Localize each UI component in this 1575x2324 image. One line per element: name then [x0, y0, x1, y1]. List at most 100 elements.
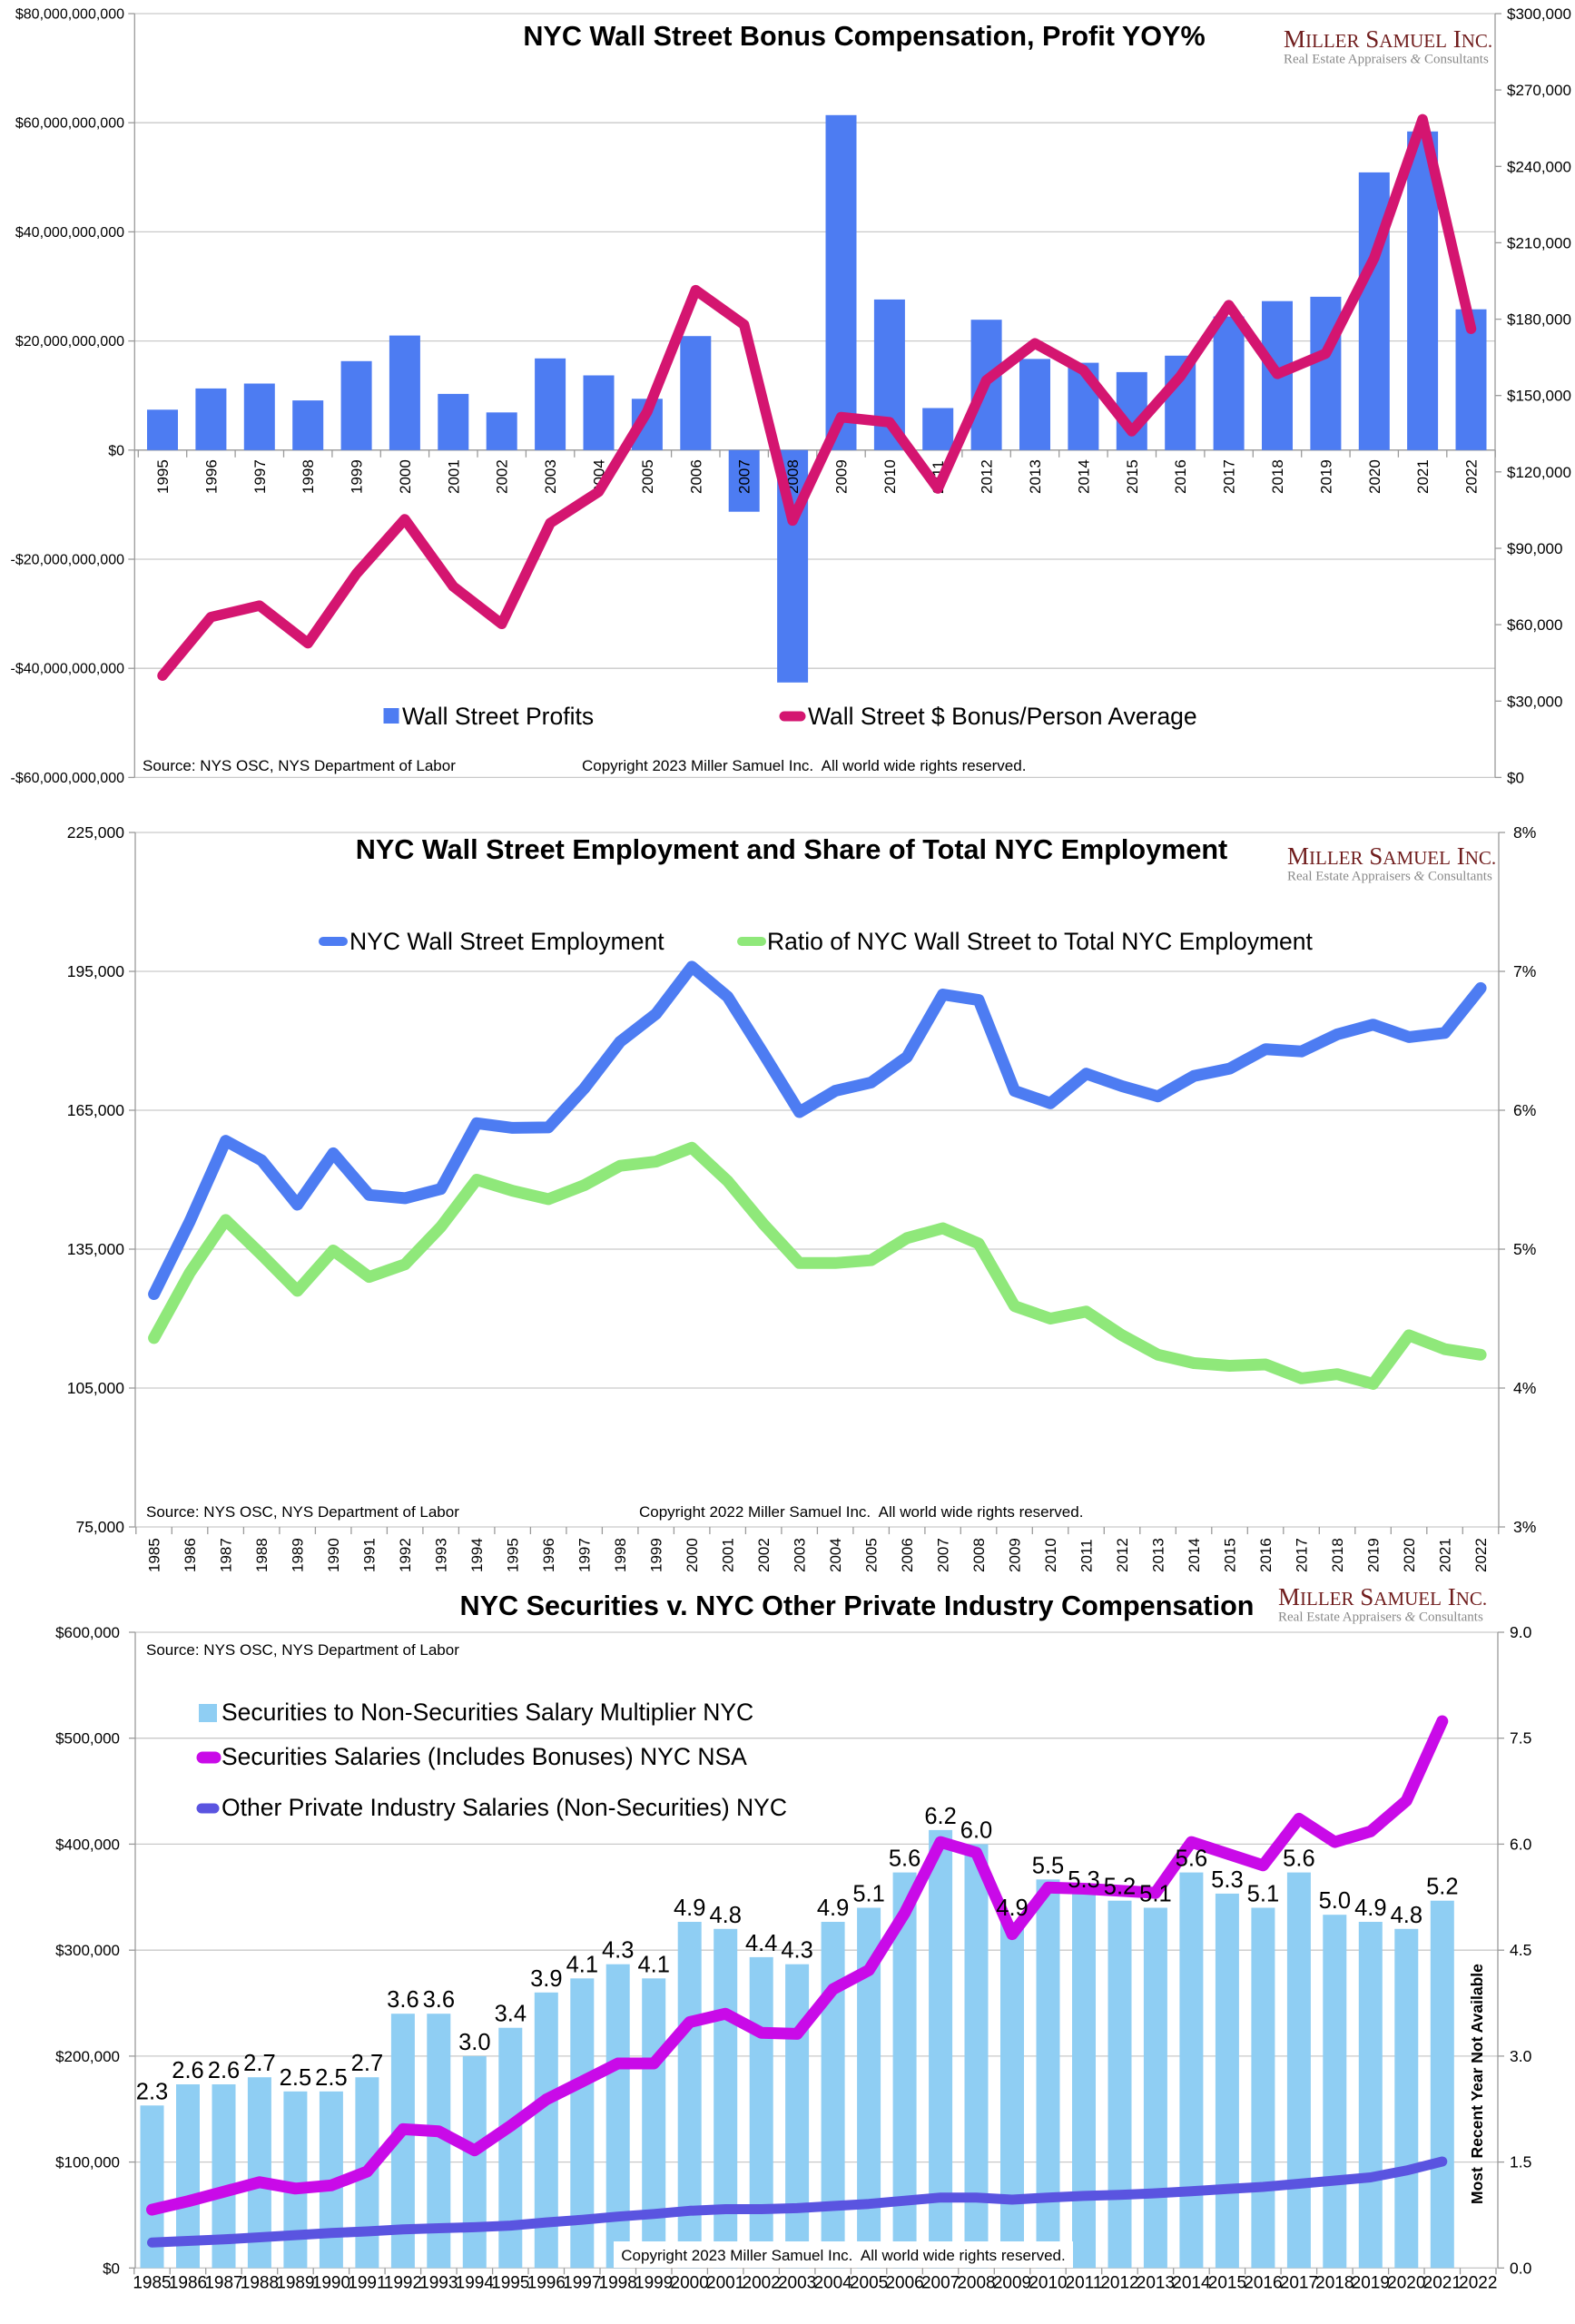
svg-text:4.9: 4.9	[1354, 1896, 1386, 1921]
svg-text:2019: 2019	[1365, 1538, 1383, 1572]
svg-text:2007: 2007	[921, 2274, 960, 2293]
svg-text:4.1: 4.1	[566, 1952, 598, 1977]
svg-text:Other Private Industry Salarie: Other Private Industry Salaries (Non-Sec…	[221, 1794, 787, 1821]
svg-text:2006: 2006	[899, 1538, 916, 1572]
svg-text:6.0: 6.0	[1510, 1835, 1532, 1853]
svg-text:2014: 2014	[1075, 459, 1092, 494]
svg-text:Most Recent Year Not Availabl: Most Recent Year Not Available	[1468, 1964, 1486, 2204]
svg-text:$0: $0	[1507, 769, 1524, 786]
svg-text:2008: 2008	[970, 1538, 988, 1572]
svg-text:2020: 2020	[1387, 2274, 1425, 2293]
svg-text:Wall Street $ Bonus/Person Ave: Wall Street $ Bonus/Person Average	[808, 703, 1197, 730]
svg-text:1992: 1992	[397, 1538, 414, 1572]
svg-text:2010: 2010	[1029, 2274, 1067, 2293]
svg-text:2012: 2012	[1114, 1538, 1131, 1572]
svg-text:1995: 1995	[154, 459, 172, 494]
svg-text:1990: 1990	[312, 2274, 350, 2293]
svg-text:2013: 2013	[1150, 1538, 1167, 1572]
svg-text:4.8: 4.8	[709, 1903, 741, 1928]
svg-text:2012: 2012	[979, 459, 996, 494]
svg-text:$600,000: $600,000	[55, 1624, 120, 1641]
svg-text:Copyright 2023 Miller Samuel I: Copyright 2023 Miller Samuel Inc. All wo…	[582, 757, 1026, 774]
svg-text:NYC Wall Street Bonus Compensa: NYC Wall Street Bonus Compensation, Prof…	[523, 21, 1205, 52]
svg-text:1997: 1997	[576, 1538, 594, 1572]
svg-text:2002: 2002	[494, 459, 511, 494]
svg-text:7%: 7%	[1513, 962, 1536, 980]
svg-text:2014: 2014	[1186, 1538, 1203, 1572]
svg-text:8%: 8%	[1513, 823, 1536, 842]
svg-text:3.0: 3.0	[1510, 2047, 1532, 2065]
svg-text:6.2: 6.2	[924, 1804, 956, 1829]
svg-text:2021: 2021	[1437, 1538, 1454, 1572]
svg-text:2003: 2003	[542, 459, 559, 494]
svg-text:1998: 1998	[599, 2274, 637, 2293]
svg-text:1991: 1991	[348, 2274, 386, 2293]
svg-text:1988: 1988	[253, 1538, 271, 1572]
svg-text:$60,000: $60,000	[1507, 616, 1562, 634]
svg-text:$80,000,000,000: $80,000,000,000	[15, 7, 124, 23]
svg-text:5.2: 5.2	[1426, 1875, 1458, 1900]
svg-text:2.6: 2.6	[208, 2058, 240, 2083]
svg-text:2005: 2005	[850, 2274, 888, 2293]
svg-text:2017: 2017	[1221, 459, 1238, 494]
svg-text:Ratio of NYC Wall Street to To: Ratio of NYC Wall Street to Total NYC Em…	[767, 928, 1314, 955]
svg-text:2014: 2014	[1172, 2274, 1211, 2293]
svg-text:Source: NYS OSC, NYS Departmen: Source: NYS OSC, NYS Department of Labor	[146, 1641, 459, 1659]
svg-text:4.4: 4.4	[745, 1931, 777, 1956]
svg-text:2010: 2010	[881, 459, 899, 494]
svg-text:4.9: 4.9	[817, 1896, 849, 1921]
svg-text:4.1: 4.1	[637, 1952, 669, 1977]
svg-text:Securities to Non-Securities S: Securities to Non-Securities Salary Mult…	[221, 1699, 753, 1726]
svg-text:1996: 1996	[540, 1538, 557, 1572]
svg-text:2016: 2016	[1244, 2274, 1282, 2293]
svg-text:2002: 2002	[743, 2274, 781, 2293]
svg-text:5.1: 5.1	[852, 1882, 884, 1907]
svg-text:2017: 2017	[1280, 2274, 1318, 2293]
svg-text:1995: 1995	[491, 2274, 529, 2293]
svg-text:2021: 2021	[1414, 459, 1432, 494]
svg-text:2008: 2008	[957, 2274, 995, 2293]
svg-text:1993: 1993	[433, 1538, 450, 1572]
svg-text:1989: 1989	[276, 2274, 314, 2293]
svg-text:Source: NYS OSC, NYS Departmen: Source: NYS OSC, NYS Department of Labor	[146, 1503, 459, 1521]
svg-text:$0: $0	[108, 443, 124, 458]
svg-text:5.0: 5.0	[1319, 1888, 1351, 1914]
svg-text:1985: 1985	[133, 2274, 171, 2293]
svg-text:5.6: 5.6	[889, 1846, 920, 1872]
svg-text:1998: 1998	[300, 459, 317, 494]
svg-text:$100,000: $100,000	[55, 2154, 120, 2171]
svg-text:1995: 1995	[505, 1538, 522, 1572]
svg-text:2013: 2013	[1027, 459, 1044, 494]
svg-text:NYC Securities v. NYC Other Pr: NYC Securities v. NYC Other Private Indu…	[460, 1590, 1255, 1621]
svg-text:0.0: 0.0	[1510, 2259, 1532, 2277]
svg-text:2.5: 2.5	[315, 2065, 347, 2091]
svg-text:$0: $0	[103, 2260, 120, 2277]
svg-text:9.0: 9.0	[1510, 1623, 1532, 1641]
svg-text:2000: 2000	[671, 2274, 709, 2293]
svg-text:-$40,000,000,000: -$40,000,000,000	[11, 662, 125, 677]
svg-text:1986: 1986	[169, 2274, 207, 2293]
svg-text:2022: 2022	[1459, 2274, 1497, 2293]
svg-text:2019: 2019	[1352, 2274, 1390, 2293]
svg-text:2001: 2001	[445, 459, 462, 494]
svg-text:-$20,000,000,000: -$20,000,000,000	[11, 553, 125, 568]
svg-text:2001: 2001	[720, 1538, 737, 1572]
svg-text:5.1: 5.1	[1139, 1882, 1171, 1907]
svg-text:4.3: 4.3	[602, 1938, 634, 1964]
svg-text:195,000: 195,000	[67, 962, 125, 980]
svg-text:2009: 2009	[1007, 1538, 1024, 1572]
svg-text:NYC Wall Street Employment and: NYC Wall Street Employment and Share of …	[356, 834, 1227, 865]
svg-text:1996: 1996	[527, 2274, 566, 2293]
svg-text:$300,000: $300,000	[1507, 5, 1571, 23]
svg-text:3.4: 3.4	[495, 2002, 527, 2027]
svg-text:1987: 1987	[218, 1538, 235, 1572]
svg-text:4.5: 4.5	[1510, 1941, 1531, 1959]
svg-text:2010: 2010	[1042, 1538, 1059, 1572]
svg-text:6.0: 6.0	[960, 1817, 992, 1843]
svg-text:2001: 2001	[706, 2274, 744, 2293]
svg-text:Copyright 2022 Miller Samuel I: Copyright 2022 Miller Samuel Inc. All wo…	[639, 1503, 1083, 1521]
svg-text:2006: 2006	[687, 459, 704, 494]
svg-text:$40,000,000,000: $40,000,000,000	[15, 225, 124, 241]
svg-text:Copyright 2023 Miller Samuel I: Copyright 2023 Miller Samuel Inc. All wo…	[621, 2247, 1065, 2264]
svg-text:1991: 1991	[361, 1538, 379, 1572]
